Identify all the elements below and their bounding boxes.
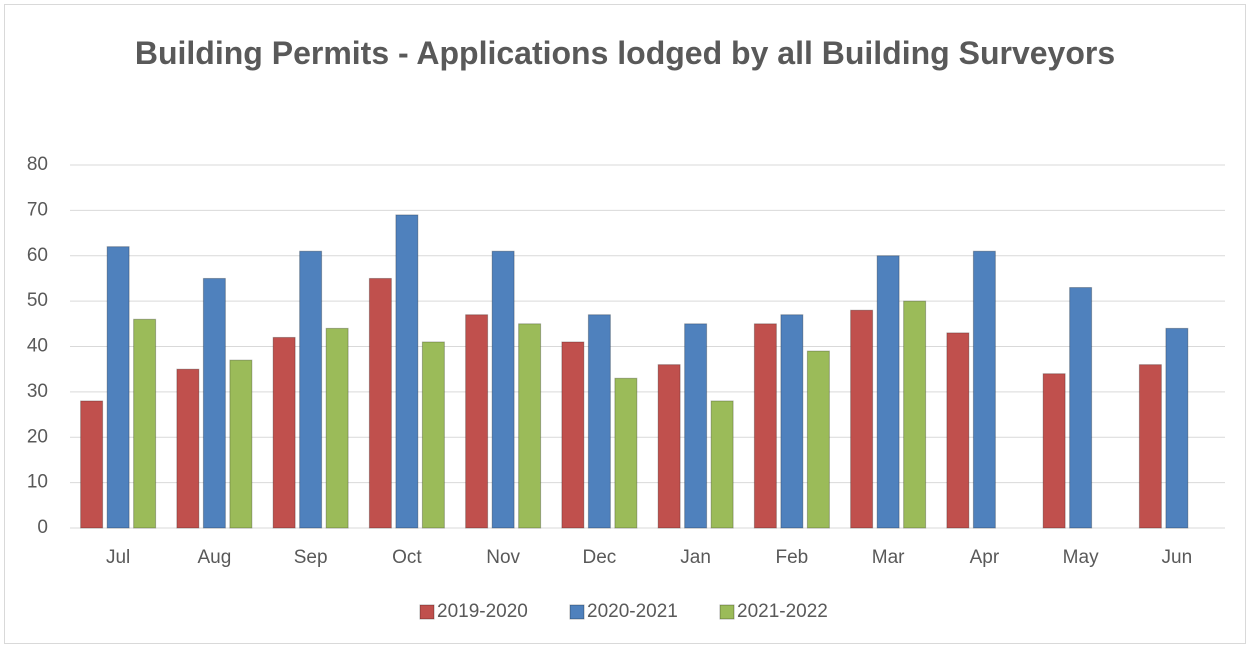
- bar: [903, 300, 927, 529]
- legend-label: 2019-2020: [437, 601, 528, 622]
- bar: [780, 314, 804, 529]
- bar: [850, 309, 874, 529]
- bar: [806, 350, 830, 529]
- x-tick-label: May: [1063, 547, 1099, 568]
- y-tick-label: 0: [37, 517, 48, 538]
- y-tick-label: 40: [27, 336, 48, 357]
- bar: [176, 368, 200, 529]
- bar: [272, 336, 296, 529]
- bar: [946, 332, 970, 529]
- bar: [133, 318, 157, 529]
- bar: [491, 250, 515, 529]
- bar: [710, 400, 734, 529]
- x-tick-label: Mar: [872, 547, 905, 568]
- bar: [1138, 364, 1162, 529]
- x-tick-label: Oct: [392, 547, 422, 568]
- bar: [465, 314, 489, 529]
- x-tick-label: Nov: [486, 547, 520, 568]
- y-tick-label: 30: [27, 381, 48, 402]
- y-tick-label: 20: [27, 426, 48, 447]
- x-tick-label: Aug: [197, 547, 231, 568]
- bar: [299, 250, 323, 529]
- bar: [1165, 327, 1189, 529]
- y-tick-label: 70: [27, 199, 48, 220]
- bar: [561, 341, 585, 529]
- bar: [876, 255, 900, 529]
- x-tick-label: Apr: [970, 547, 1000, 568]
- bar: [753, 323, 777, 529]
- y-tick-label: 50: [27, 290, 48, 311]
- x-tick-label: Feb: [776, 547, 809, 568]
- bar: [368, 277, 392, 529]
- legend-swatch: [719, 604, 735, 620]
- legend-label: 2020-2021: [587, 601, 678, 622]
- bar: [684, 323, 708, 529]
- legend-swatch: [569, 604, 585, 620]
- bar: [106, 246, 130, 529]
- y-tick-label: 60: [27, 245, 48, 266]
- legend-swatch: [419, 604, 435, 620]
- legend-label: 2021-2022: [737, 601, 828, 622]
- bar: [657, 364, 681, 529]
- chart-title: Building Permits - Applications lodged b…: [134, 35, 1116, 71]
- x-tick-label: Jun: [1162, 547, 1193, 568]
- bar: [972, 250, 996, 529]
- bar: [1069, 287, 1093, 529]
- bar: [587, 314, 611, 529]
- x-tick-label: Dec: [582, 547, 616, 568]
- bar: [1042, 373, 1066, 529]
- bar: [614, 377, 638, 529]
- y-tick-label: 10: [27, 472, 48, 493]
- bar: [80, 400, 104, 529]
- x-tick-label: Jan: [680, 547, 711, 568]
- bar: [202, 277, 226, 529]
- bar: [518, 323, 542, 529]
- y-tick-label: 80: [27, 154, 48, 175]
- x-tick-label: Jul: [106, 547, 130, 568]
- x-tick-label: Sep: [294, 547, 328, 568]
- bar: [395, 214, 419, 529]
- chart-border: [4, 4, 1246, 644]
- bar: [325, 327, 349, 529]
- bar: [421, 341, 445, 529]
- bar: [229, 359, 253, 529]
